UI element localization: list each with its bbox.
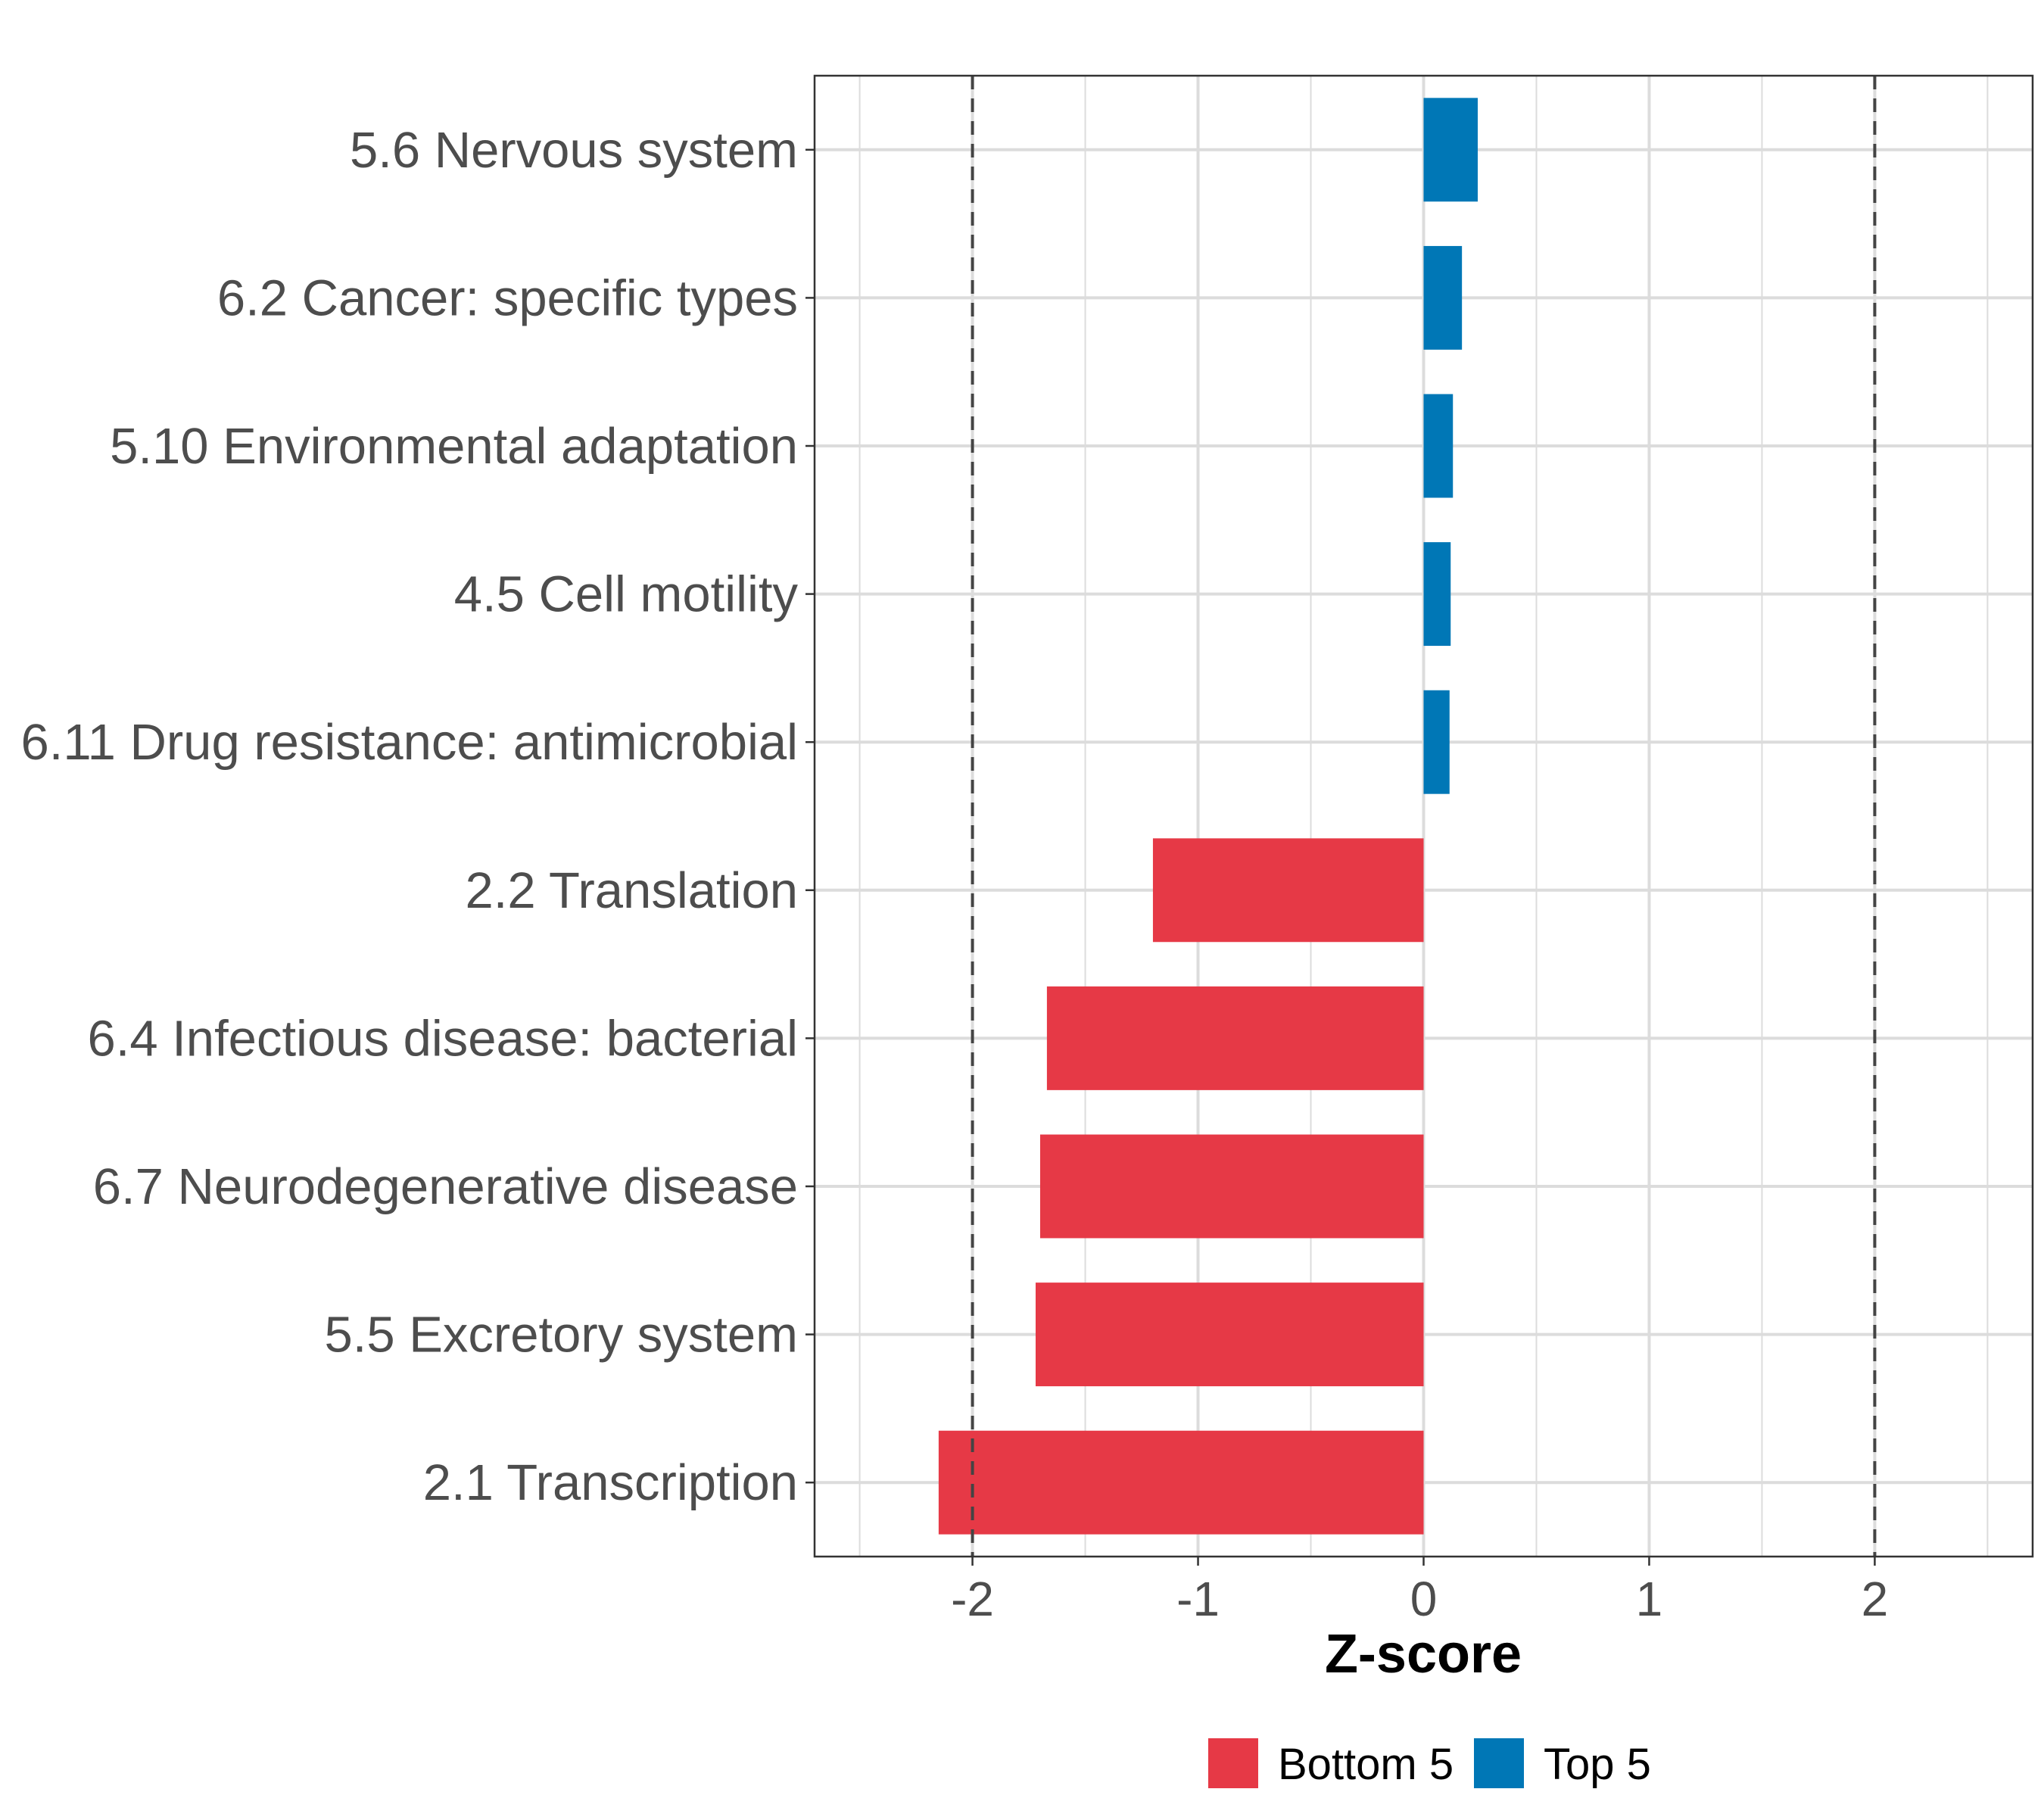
- bar-top: [1423, 542, 1451, 647]
- y-tick-label: 2.2 Translation: [466, 862, 799, 919]
- bar-bottom: [938, 1430, 1424, 1535]
- bar-top: [1423, 690, 1450, 794]
- x-axis: -2 -1 0 1 2: [951, 1557, 1888, 1626]
- bar-top: [1423, 98, 1478, 202]
- bar-bottom: [1039, 1134, 1424, 1239]
- y-tick-label: 2.1 Transcription: [423, 1454, 798, 1511]
- x-tick-label: 2: [1862, 1572, 1889, 1626]
- y-tick-label: 6.7 Neurodegenerative disease: [93, 1158, 798, 1215]
- bar-top: [1423, 394, 1454, 498]
- y-tick-label: 5.10 Environmental adaptation: [110, 418, 798, 475]
- x-tick-label: 0: [1410, 1572, 1438, 1626]
- x-tick-label: -1: [1176, 1572, 1220, 1626]
- legend: Bottom 5 Top 5: [1208, 1738, 1651, 1789]
- x-axis-title: Z-score: [1325, 1624, 1522, 1685]
- y-tick-label: 4.5 Cell motility: [454, 566, 799, 623]
- legend-key-top: [1474, 1738, 1524, 1788]
- bars: [938, 98, 1478, 1535]
- x-tick-label: 1: [1636, 1572, 1663, 1626]
- bar-bottom: [1036, 1282, 1424, 1387]
- y-tick-label: 6.4 Infectious disease: bacterial: [87, 1010, 798, 1067]
- legend-label: Top 5: [1544, 1740, 1651, 1789]
- y-tick-label: 6.2 Cancer: specific types: [217, 270, 798, 326]
- legend-label: Bottom 5: [1278, 1740, 1454, 1789]
- bar-top: [1423, 245, 1463, 350]
- legend-key-bottom: [1208, 1738, 1258, 1788]
- y-tick-label: 5.5 Excretory system: [324, 1307, 798, 1364]
- bar-bottom: [1046, 986, 1424, 1090]
- y-tick-label: 6.11 Drug resistance: antimicrobial: [20, 714, 798, 771]
- y-axis: 5.6 Nervous system 6.2 Cancer: specific t…: [20, 122, 815, 1511]
- bar-bottom: [1152, 838, 1424, 943]
- y-tick-label: 5.6 Nervous system: [350, 122, 798, 179]
- x-tick-label: -2: [951, 1572, 994, 1626]
- reference-lines: [971, 76, 1877, 1557]
